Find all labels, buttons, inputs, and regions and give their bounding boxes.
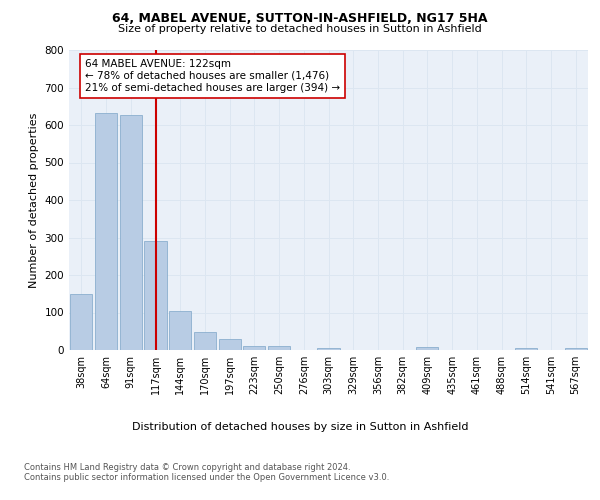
Text: Distribution of detached houses by size in Sutton in Ashfield: Distribution of detached houses by size … [132, 422, 468, 432]
Bar [416, 348, 439, 350]
Bar [169, 311, 191, 350]
Text: Contains HM Land Registry data © Crown copyright and database right 2024.
Contai: Contains HM Land Registry data © Crown c… [24, 462, 389, 482]
Text: Size of property relative to detached houses in Sutton in Ashfield: Size of property relative to detached ho… [118, 24, 482, 34]
Bar [218, 339, 241, 350]
Bar [243, 346, 265, 350]
Text: 64 MABEL AVENUE: 122sqm
← 78% of detached houses are smaller (1,476)
21% of semi: 64 MABEL AVENUE: 122sqm ← 78% of detache… [85, 60, 340, 92]
Y-axis label: Number of detached properties: Number of detached properties [29, 112, 39, 288]
Bar [317, 348, 340, 350]
Bar [70, 294, 92, 350]
Bar [119, 114, 142, 350]
Bar [565, 348, 587, 350]
Bar [515, 348, 538, 350]
Bar [268, 346, 290, 350]
Bar [194, 332, 216, 350]
Text: 64, MABEL AVENUE, SUTTON-IN-ASHFIELD, NG17 5HA: 64, MABEL AVENUE, SUTTON-IN-ASHFIELD, NG… [112, 12, 488, 26]
Bar [95, 113, 117, 350]
Bar [145, 242, 167, 350]
